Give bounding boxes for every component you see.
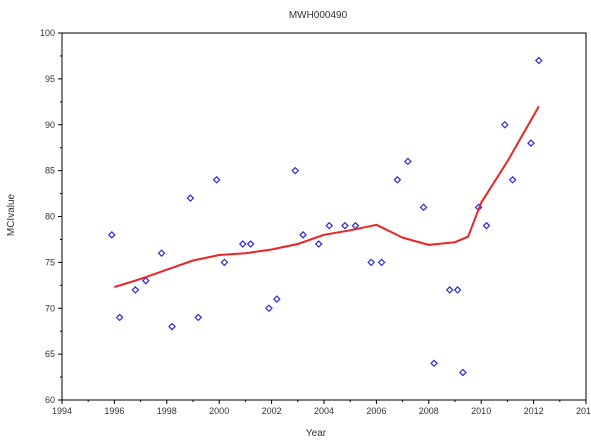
y-tick-label: 60 [45,395,55,405]
data-point [377,258,386,267]
x-tick-label: 2006 [366,406,386,416]
data-point [419,203,428,212]
x-tick-label: 2008 [419,406,439,416]
y-tick-label: 65 [45,349,55,359]
data-point [131,286,140,294]
x-axis-title: Year [306,428,327,439]
data-point [246,240,255,248]
x-tick-label: 2014 [576,406,591,416]
data-point [238,240,247,248]
data-point [291,166,300,175]
x-tick-label: 1998 [157,406,177,416]
data-point [325,221,334,230]
y-tick-label: 80 [45,212,55,222]
data-point [212,175,221,184]
data-point [445,286,454,294]
y-tick-label: 100 [40,28,55,38]
data-point [299,231,307,239]
data-point [403,157,412,166]
data-point [341,221,349,230]
data-point [459,368,467,377]
y-tick-label: 95 [45,74,55,84]
data-point [314,240,323,248]
data-point [272,295,281,303]
data-point [508,175,517,184]
y-axis-title: MCIvalue [6,193,17,236]
data-point [141,276,150,285]
data-point [265,304,273,313]
data-point [482,221,491,230]
plot-area: 1994 1996 1998 2000 2002 2004 2006 2008 2010 2012… [40,28,591,416]
x-tick-label: 2012 [524,406,544,416]
data-point [220,258,229,267]
smoothed-line [114,105,540,289]
data-point [527,139,535,147]
x-tick-label: 2000 [209,406,229,416]
data-point [168,322,176,331]
x-tick-label: 1994 [52,406,72,416]
data-point [194,313,203,322]
chart-title: MWH000490 [289,10,348,21]
data-point [453,286,462,294]
y-tick-label: 90 [45,120,55,130]
data-point [186,194,195,202]
x-tick-label: 1996 [104,406,124,416]
y-tick-label: 75 [45,257,55,267]
y-tick-label: 85 [45,166,55,176]
data-point [107,231,116,239]
x-tick-label: 2004 [314,406,334,416]
y-tick-label: 70 [45,303,55,313]
x-tick-label: 2010 [471,406,491,416]
data-point [430,359,438,368]
data-point [367,258,376,267]
data-point [500,120,509,129]
data-point [157,249,166,258]
data-point [115,313,124,322]
data-point [393,175,402,184]
x-tick-label: 2002 [262,406,282,416]
data-point [534,56,543,65]
